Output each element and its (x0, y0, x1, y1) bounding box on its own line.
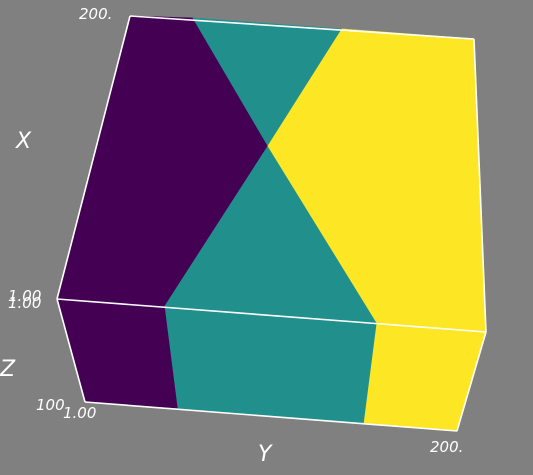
x-axis-label: X (15, 129, 32, 154)
top-front-edge (56, 298, 487, 333)
x-axis-edge (56, 15, 131, 300)
front-right-edge (456, 331, 487, 432)
y-tick-min: 1.00 (63, 404, 96, 422)
y-axis-label: Y (258, 442, 273, 467)
x-tick-min: 1.00 (8, 287, 41, 305)
front-face-teal-region (164, 305, 378, 425)
front-face-yellow-region (363, 322, 487, 432)
front-face (56, 298, 487, 432)
z-tick-max: 100 (36, 396, 65, 414)
z-axis-edge (56, 298, 86, 403)
x-tick-max: 200. (79, 5, 112, 23)
x-tick-min-overlap: 1.00 (8, 294, 41, 312)
top-back-edge (129, 15, 475, 40)
z-axis-label: Z (0, 357, 16, 382)
top-right-edge (473, 38, 487, 333)
y-axis-edge (84, 401, 458, 432)
bounding-box-edges (56, 15, 487, 432)
front-face-dark-region (56, 298, 179, 409)
top-face (56, 15, 487, 333)
y-tick-max: 200. (430, 438, 463, 456)
